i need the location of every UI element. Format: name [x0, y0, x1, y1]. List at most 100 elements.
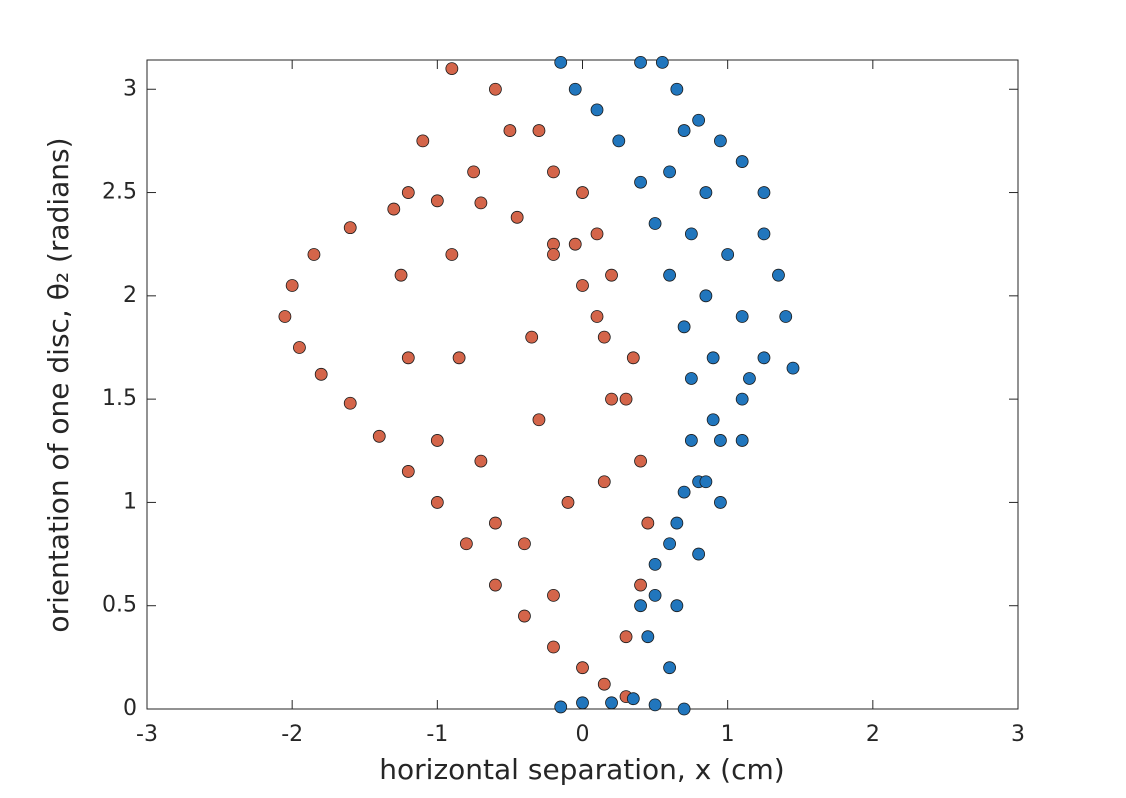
scatter-point — [568, 82, 582, 96]
scatter-point — [684, 372, 698, 385]
scatter-point — [714, 496, 727, 509]
scatter-point — [547, 640, 560, 654]
scatter-point — [670, 516, 684, 530]
scatter-point — [467, 165, 481, 179]
scatter-point — [699, 475, 713, 489]
scatter-point — [474, 454, 488, 468]
scatter-point — [597, 475, 611, 489]
scatter-point — [387, 202, 401, 216]
scatter-point — [394, 268, 408, 282]
scatter-point — [532, 413, 546, 427]
scatter-point — [590, 227, 604, 241]
scatter-point — [547, 588, 560, 602]
y-tick-label: 0 — [123, 696, 137, 721]
scatter-point — [626, 351, 640, 365]
scatter-point — [576, 186, 589, 199]
scatter-point — [714, 434, 727, 447]
scatter-point — [547, 165, 560, 179]
scatter-point — [459, 537, 473, 551]
x-tick-label: 0 — [576, 722, 590, 747]
scatter-point — [641, 516, 655, 530]
scatter-point — [619, 392, 633, 406]
scatter-point — [670, 599, 684, 613]
scatter-point — [307, 248, 321, 261]
scatter-point — [401, 465, 415, 478]
scatter-point — [772, 268, 785, 282]
y-tick-label: 2.5 — [102, 180, 137, 205]
scatter-point — [634, 55, 647, 69]
scatter-point — [786, 361, 800, 375]
scatter-point — [554, 700, 568, 714]
scatter-point — [612, 134, 626, 148]
scatter-point — [714, 134, 727, 148]
y-tick-label: 3 — [123, 76, 137, 101]
scatter-point — [677, 702, 691, 716]
scatter-point — [518, 609, 531, 623]
scatter-point — [706, 413, 720, 427]
scatter-point — [648, 217, 662, 230]
y-tick-label: 1.5 — [102, 386, 137, 411]
scatter-point — [655, 55, 669, 69]
scatter-point — [626, 692, 640, 706]
scatter-point — [743, 372, 756, 385]
scatter-point — [735, 434, 749, 447]
scatter-point — [634, 599, 647, 613]
scatter-point — [503, 124, 517, 137]
scatter-point — [445, 62, 459, 75]
scatter-point — [619, 630, 633, 644]
scatter-point — [605, 268, 618, 282]
scatter-point — [634, 175, 647, 189]
scatter-point — [401, 351, 415, 365]
scatter-point — [634, 454, 647, 468]
scatter-point — [488, 82, 502, 96]
y-tick-label: 1 — [123, 489, 137, 514]
scatter-point — [590, 103, 604, 117]
x-tick-label: -1 — [426, 722, 448, 747]
scatter-point — [706, 351, 720, 365]
scatter-point — [488, 578, 502, 592]
scatter-point — [510, 210, 524, 224]
scatter-point — [692, 113, 706, 127]
y-tick-label: 2 — [123, 283, 137, 308]
scatter-point — [757, 227, 771, 241]
scatter-point — [576, 661, 589, 675]
y-axis-label: orientation of one disc, θ₂ (radians) — [42, 137, 75, 632]
scatter-point — [779, 310, 793, 323]
scatter-point — [343, 396, 357, 410]
scatter-point — [648, 557, 662, 571]
scatter-point — [663, 268, 676, 282]
x-tick-label: -2 — [281, 722, 303, 747]
scatter-point — [663, 661, 676, 675]
scatter-point — [663, 537, 676, 551]
scatter-point — [561, 496, 575, 509]
scatter-point — [293, 341, 306, 354]
scatter-point — [597, 330, 611, 344]
scatter-point — [699, 186, 713, 199]
x-tick-label: 2 — [866, 722, 880, 747]
scatter-point — [677, 320, 691, 334]
scatter-point — [735, 310, 749, 323]
scatter-point — [576, 696, 589, 710]
scatter-point — [568, 237, 582, 251]
scatter-point — [372, 429, 386, 443]
scatter-point — [735, 155, 749, 168]
scatter-point — [663, 165, 676, 179]
scatter-point — [445, 248, 459, 261]
scatter-point — [314, 367, 328, 381]
scatter-point — [757, 186, 771, 199]
scatter-point — [452, 351, 466, 365]
scatter-point — [278, 310, 292, 323]
scatter-point — [518, 537, 531, 551]
x-tick-label: 3 — [1011, 722, 1025, 747]
scatter-point — [677, 485, 691, 499]
scatter-point — [597, 677, 611, 691]
scatter-point — [670, 82, 684, 96]
scatter-point — [532, 124, 546, 137]
scatter-point — [430, 434, 444, 447]
y-tick-label: 0.5 — [102, 593, 137, 618]
scatter-point — [430, 496, 444, 509]
scatter-point — [547, 248, 560, 261]
scatter-point — [634, 578, 647, 592]
scatter-point — [590, 310, 604, 323]
